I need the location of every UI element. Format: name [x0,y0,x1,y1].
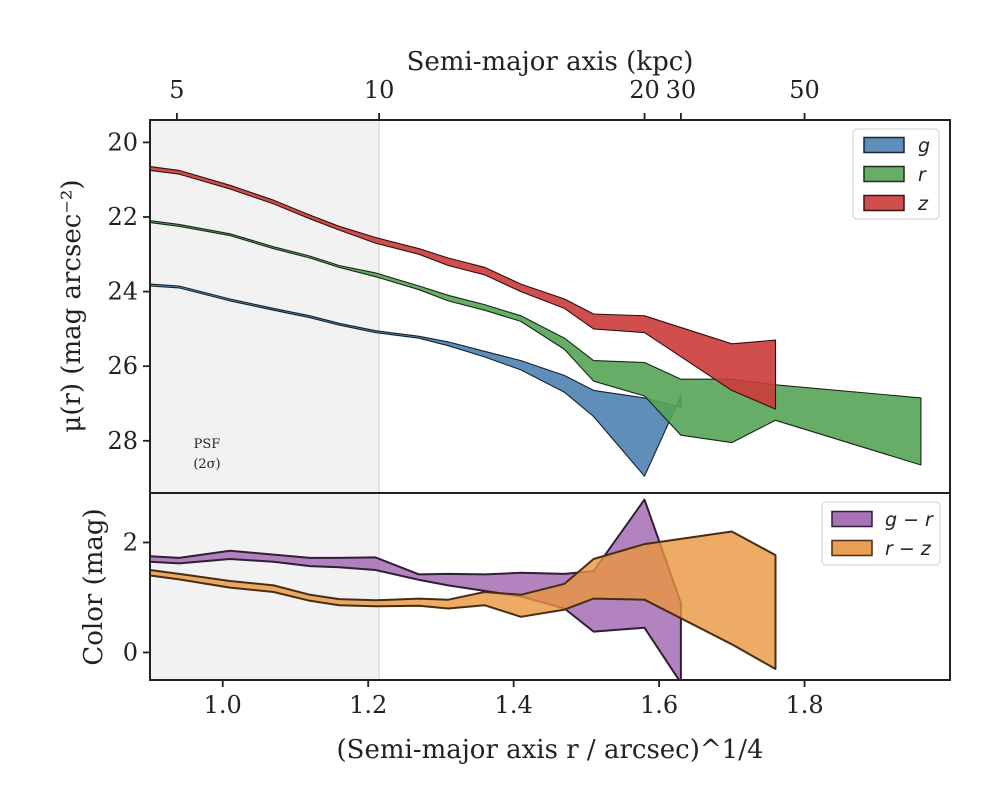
legend-label-1: r − z [885,538,932,560]
psf-label-line2: (2σ) [193,457,220,472]
mu-ytick-label: 20 [107,128,138,156]
surface-brightness-axis-title: μ(r) (mag arcsec⁻²) [57,179,87,432]
xtick-label: 1.0 [204,691,242,719]
bottom-axis-title: (Semi-major axis r / arcsec)^1/4 [336,735,763,765]
mu-ytick-label: 24 [107,278,138,306]
legend-label-0: g − r [885,509,934,531]
mu-ytick-label: 22 [107,203,138,231]
legend-swatch-2 [863,194,905,212]
top-axis-title: Semi-major axis (kpc) [407,47,694,77]
legend-swatch-0 [831,510,873,528]
kpc-tick-label: 20 [629,76,660,104]
legend-swatch-0 [863,136,905,154]
surface-brightness-legend: grz [852,128,940,220]
xtick-label: 1.6 [640,691,678,719]
color-band-1 [150,530,777,670]
psf-label-line1: PSF [194,437,221,452]
color-bands [150,498,777,680]
color-ytick-label: 2 [123,529,138,557]
color-axes-frame [149,492,951,681]
kpc-tick-label: 50 [789,76,820,104]
mu-ytick-label: 26 [107,352,138,380]
color-axis-title: Color (mag) [79,508,109,665]
legend-label-0: g [918,135,930,157]
legend-swatch-1 [831,539,873,557]
kpc-tick-label: 30 [666,76,697,104]
kpc-tick-label: 5 [169,76,184,104]
xtick-label: 1.2 [349,691,387,719]
surface-brightness-bands [150,166,922,477]
mu-band-2 [150,166,777,410]
mu-ytick-label: 28 [107,427,138,455]
kpc-tick-label: 10 [364,76,395,104]
color-legend: g − r r − z [821,501,941,566]
xtick-label: 1.4 [495,691,533,719]
psf-region [150,120,380,680]
legend-label-1: r [918,164,927,186]
legend-swatch-1 [863,165,905,183]
color-ytick-label: 0 [123,639,138,667]
legend-label-2: z [917,193,929,215]
xtick-label: 1.8 [785,691,823,719]
mu-band-1 [150,220,922,466]
